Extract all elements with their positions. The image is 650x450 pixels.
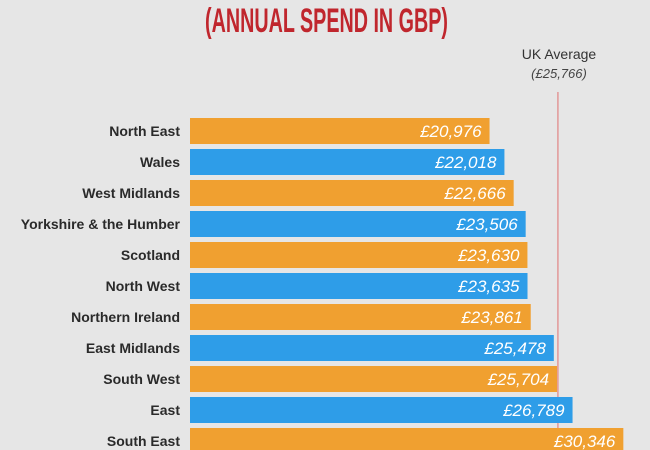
category-label: South East [107,433,180,449]
category-label: Scotland [121,247,180,263]
bar [190,180,514,206]
bar [190,304,531,330]
category-label: Northern Ireland [71,309,180,325]
category-label: West Midlands [82,185,180,201]
data-label: £20,976 [419,122,482,141]
bar [190,149,505,175]
data-label: £23,630 [457,246,520,265]
data-label: £25,704 [487,370,549,389]
data-label: £23,861 [460,308,522,327]
data-label: £22,666 [443,184,506,203]
bar [190,428,624,450]
data-label: £23,506 [455,215,518,234]
category-label: East [150,402,180,418]
category-label: North West [106,278,181,294]
category-label: Yorkshire & the Humber [21,216,181,232]
category-label: East Midlands [86,340,180,356]
average-value: (£25,766) [531,66,587,81]
category-label: Wales [140,154,180,170]
bar [190,397,573,423]
category-label: South West [103,371,180,387]
bar [190,211,526,237]
average-label: UK Average [522,46,597,62]
bar [190,335,554,361]
data-label: £22,018 [434,153,497,172]
bar [190,366,558,392]
bar [190,242,528,268]
data-label: £26,789 [502,401,565,420]
bar [190,273,528,299]
data-label: £23,635 [457,277,520,296]
bar [190,118,490,144]
category-label: North East [109,123,180,139]
data-label: £25,478 [483,339,546,358]
chart-title: (ANNUAL SPEND IN GBP) [205,2,448,40]
data-label: £30,346 [553,432,616,450]
